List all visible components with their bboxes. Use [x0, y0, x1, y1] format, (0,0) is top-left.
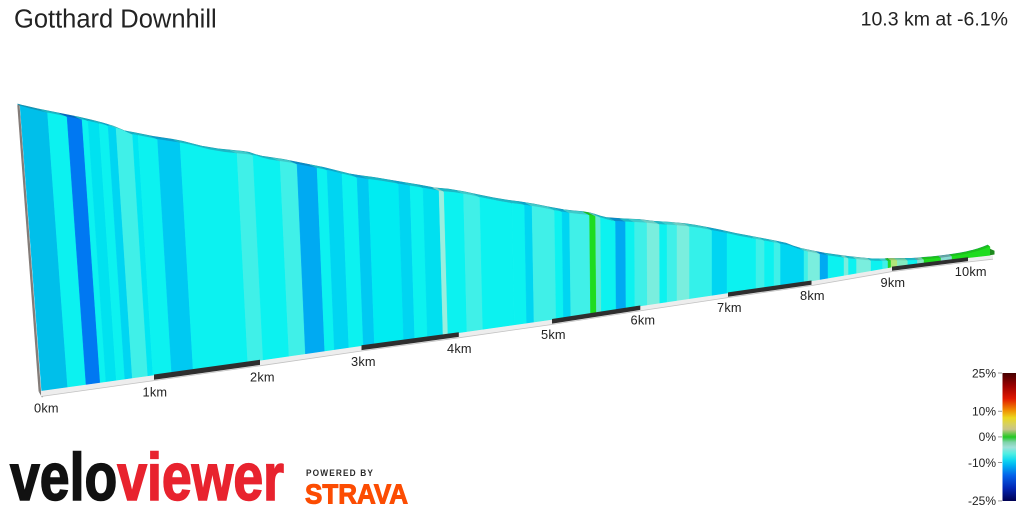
svg-text:25%: 25%: [972, 366, 996, 380]
svg-text:-25%: -25%: [968, 494, 996, 508]
svg-text:6km: 6km: [631, 313, 656, 328]
svg-text:-10%: -10%: [968, 456, 996, 470]
svg-text:0km: 0km: [34, 401, 59, 416]
svg-text:9km: 9km: [881, 275, 906, 290]
svg-text:3km: 3km: [351, 354, 376, 369]
svg-text:10.3 km at -6.1%: 10.3 km at -6.1%: [861, 8, 1008, 30]
svg-text:1km: 1km: [143, 385, 168, 400]
svg-text:STRAVA: STRAVA: [305, 479, 408, 510]
svg-text:4km: 4km: [447, 341, 472, 356]
svg-text:5km: 5km: [541, 327, 566, 342]
svg-text:10%: 10%: [972, 405, 996, 419]
svg-text:8km: 8km: [800, 288, 825, 303]
svg-text:0%: 0%: [979, 430, 997, 444]
svg-text:2km: 2km: [250, 370, 275, 385]
svg-text:10km: 10km: [955, 264, 987, 279]
svg-text:Gotthard Downhill: Gotthard Downhill: [14, 6, 217, 34]
svg-text:POWERED BY: POWERED BY: [306, 468, 374, 479]
svg-text:7km: 7km: [717, 300, 742, 315]
svg-text:veloviewer: veloviewer: [10, 440, 284, 512]
